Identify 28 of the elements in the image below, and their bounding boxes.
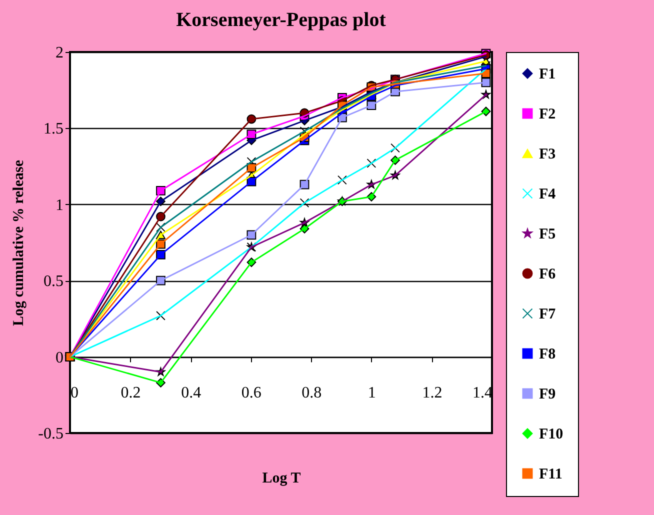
legend-label: F6 xyxy=(539,266,556,282)
x-axis-title: Log T xyxy=(262,470,301,486)
x-tick-label: 0.8 xyxy=(302,384,322,402)
legend-label: F2 xyxy=(539,106,556,122)
x-tick-label: 0.2 xyxy=(120,384,141,402)
y-axis-title: Log cumulative % release xyxy=(11,160,28,326)
legend-label: F5 xyxy=(539,226,556,242)
legend-label: F7 xyxy=(539,306,556,322)
legend-label: F4 xyxy=(539,186,556,202)
legend-label: F3 xyxy=(539,146,556,162)
x-tick-label: 0.4 xyxy=(181,384,202,402)
y-tick-label: 2 xyxy=(56,44,64,62)
legend-label: F10 xyxy=(539,426,564,442)
legend-label: F9 xyxy=(539,386,556,402)
y-tick-label: 1.5 xyxy=(44,120,64,138)
y-tick-label: -0.5 xyxy=(38,426,64,442)
chart-title: Korsemeyer-Peppas plot xyxy=(176,9,386,31)
legend-label: F8 xyxy=(539,346,556,362)
legend-label: F11 xyxy=(539,466,562,482)
y-tick-label: 0 xyxy=(56,349,64,366)
x-tick-label: 0.6 xyxy=(241,384,262,402)
y-tick-label: 1 xyxy=(56,196,64,214)
x-tick-label: 1 xyxy=(368,384,376,402)
x-tick-label: 1.2 xyxy=(422,384,442,402)
legend-label: F1 xyxy=(539,66,556,82)
x-tick-label: 1.4 xyxy=(472,384,492,402)
x-tick-label: 0 xyxy=(70,384,78,402)
y-tick-label: 0.5 xyxy=(44,273,64,290)
